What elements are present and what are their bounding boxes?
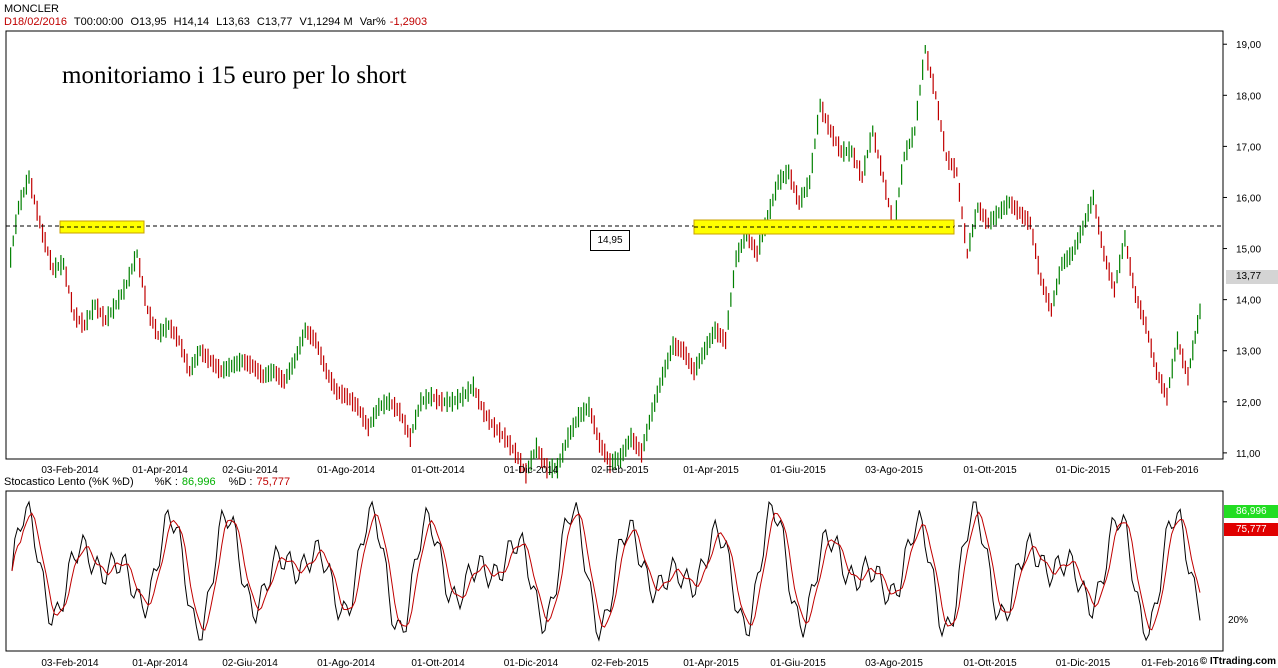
- y-tick-label: 15,00: [1236, 245, 1261, 256]
- price-x-axis: 03-Feb-2014 01-Apr-2014 02-Giu-2014 01-Ago-…: [41, 465, 1199, 476]
- x-tick-label: 02-Giu-2014: [222, 658, 278, 668]
- ohlc-header: D18/02/2016 T00:00:00 O13,95 H14,14 L13,…: [4, 16, 431, 28]
- level-price-box: 14,95: [590, 230, 630, 251]
- d-value: 75,777: [256, 476, 291, 488]
- d-label: %D :: [228, 476, 253, 488]
- price-y-axis: 11,00 12,00 13,00 14,00 15,00 16,00 17,00 18,00…: [1223, 40, 1261, 460]
- stoch-k-line: [11, 500, 1201, 642]
- y-tick-label: 19,00: [1236, 40, 1261, 51]
- x-tick-label: 03-Ago-2015: [865, 465, 923, 476]
- x-tick-label: 02-Giu-2014: [222, 465, 278, 476]
- annotation-text: monitoriamo i 15 euro per lo short: [62, 62, 407, 89]
- y-tick-label: 18,00: [1236, 91, 1261, 102]
- y-tick-label: 11,00: [1236, 449, 1261, 460]
- stoch-series: [11, 500, 1201, 642]
- volume-value: V1,1294 M: [299, 16, 353, 28]
- stoch-title: Stocastico Lento (%K %D): [4, 476, 134, 488]
- x-tick-label: 01-Apr-2014: [132, 658, 188, 668]
- last-price-label: 13,77: [1226, 270, 1278, 284]
- symbol-text: MONCLER: [4, 3, 60, 15]
- x-tick-label: 01-Apr-2014: [132, 465, 188, 476]
- stoch-level-20: 20%: [1228, 615, 1248, 626]
- stoch-x-axis: 03-Feb-2014 01-Apr-2014 02-Giu-2014 01-Ago-…: [41, 658, 1199, 668]
- price-series: [10, 44, 1201, 484]
- x-tick-label: 01-Giu-2015: [770, 658, 826, 668]
- x-tick-label: 03-Feb-2014: [41, 465, 99, 476]
- date-value: D18/02/2016: [4, 16, 67, 28]
- y-tick-label: 14,00: [1236, 296, 1261, 307]
- var-label: Var%: [359, 16, 386, 28]
- x-tick-label: 01-Ott-2015: [963, 658, 1017, 668]
- var-value: -1,2903: [389, 16, 428, 28]
- x-tick-label: 01-Ott-2015: [963, 465, 1017, 476]
- y-tick-label: 17,00: [1236, 142, 1261, 153]
- x-tick-label: 01-Dic-2014: [504, 658, 559, 668]
- x-tick-label: 01-Giu-2015: [770, 465, 826, 476]
- credit-text: © ITtrading.com: [1199, 656, 1276, 667]
- x-tick-label: 02-Feb-2015: [591, 465, 649, 476]
- chart-symbol: MONCLER: [4, 3, 63, 15]
- x-tick-label: 01-Dic-2014: [504, 465, 559, 476]
- stoch-header: Stocastico Lento (%K %D) %K :86,996 %D :…: [4, 476, 294, 488]
- x-tick-label: 01-Ago-2014: [317, 465, 375, 476]
- x-tick-label: 01-Dic-2015: [1056, 658, 1111, 668]
- stoch-panel-frame: [5, 490, 1224, 652]
- y-tick-label: 16,00: [1236, 193, 1261, 204]
- x-tick-label: 01-Apr-2015: [683, 465, 739, 476]
- y-tick-label: 13,00: [1236, 347, 1261, 358]
- x-tick-label: 01-Dic-2015: [1056, 465, 1111, 476]
- x-tick-label: 01-Apr-2015: [683, 658, 739, 668]
- x-tick-label: 01-Feb-2016: [1141, 465, 1199, 476]
- x-tick-label: 03-Ago-2015: [865, 658, 923, 668]
- x-tick-label: 02-Feb-2015: [591, 658, 649, 668]
- y-tick-label: 12,00: [1236, 398, 1261, 409]
- x-tick-label: 03-Feb-2014: [41, 658, 99, 668]
- x-tick-label: 01-Ott-2014: [411, 658, 465, 668]
- k-value: 86,996: [181, 476, 216, 488]
- k-label: %K :: [154, 476, 178, 488]
- stoch-d-line: [11, 511, 1201, 631]
- open-value: O13,95: [130, 16, 167, 28]
- k-value-tag: 86,996: [1224, 505, 1278, 518]
- high-value: H14,14: [173, 16, 210, 28]
- price-panel-frame: [5, 30, 1224, 460]
- x-tick-label: 01-Ago-2014: [317, 658, 375, 668]
- time-value: T00:00:00: [73, 16, 124, 28]
- low-value: L13,63: [216, 16, 250, 28]
- x-tick-label: 01-Ott-2014: [411, 465, 465, 476]
- d-value-tag: 75,777: [1224, 523, 1278, 536]
- close-value: C13,77: [256, 16, 293, 28]
- x-tick-label: 01-Feb-2016: [1141, 658, 1199, 668]
